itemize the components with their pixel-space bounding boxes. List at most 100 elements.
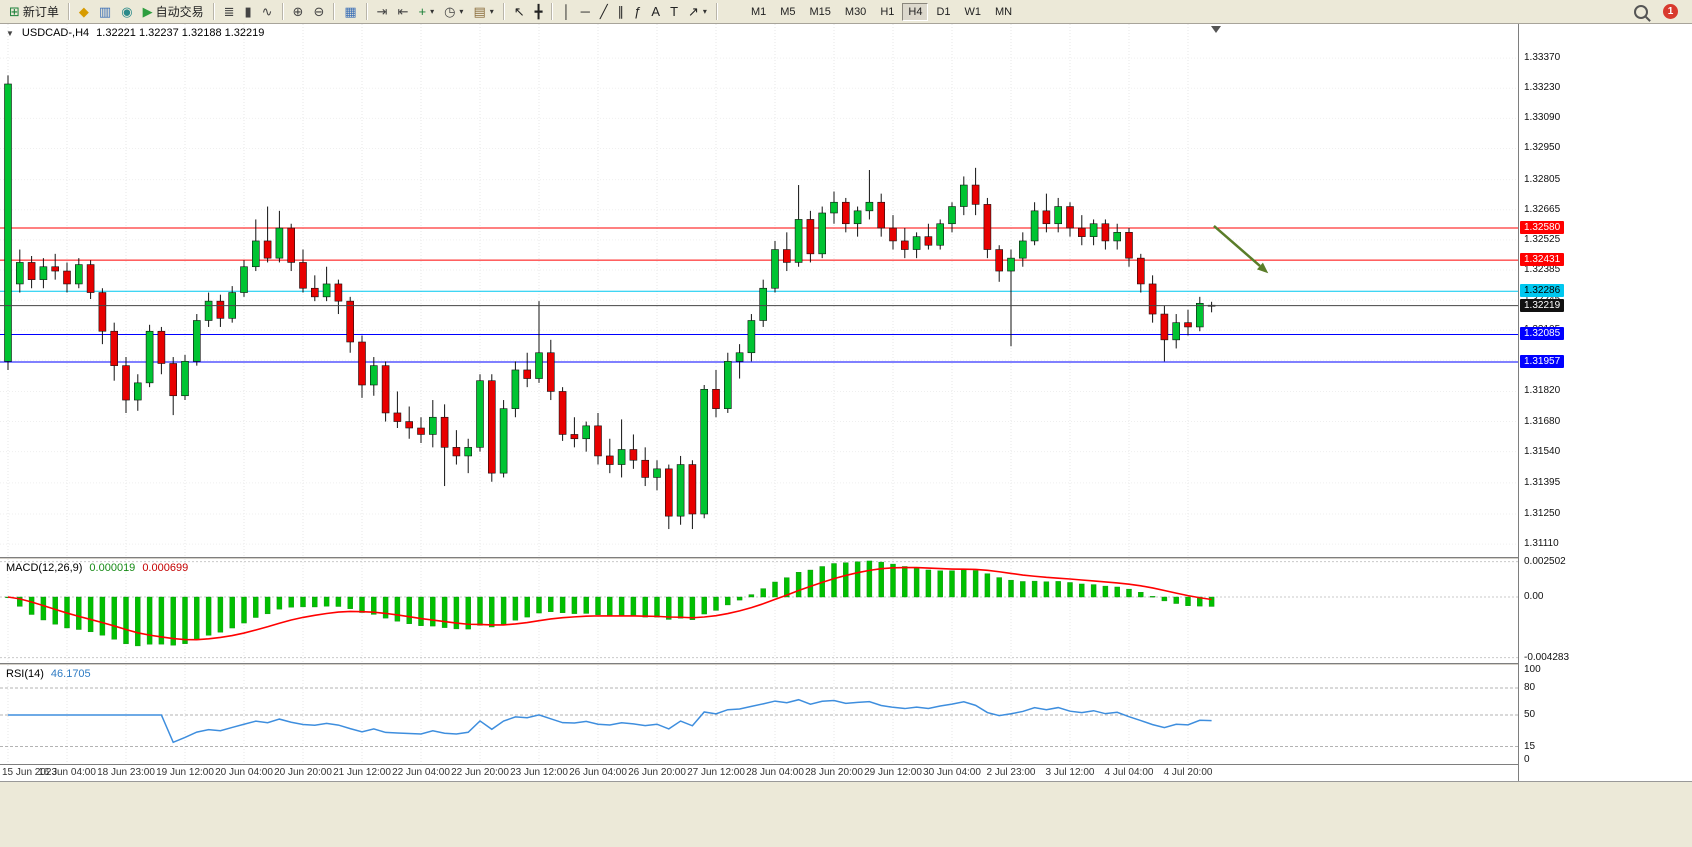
- vertical-line-button[interactable]: │: [558, 1, 574, 23]
- time-axis-label: 27 Jun 12:00: [687, 767, 745, 778]
- axis-tick: 1.32525: [1524, 233, 1561, 245]
- toolbar-separator: [715, 3, 718, 20]
- data-window-icon: ▥: [98, 3, 112, 19]
- line-chart-icon: ∿: [261, 3, 273, 19]
- bid-price-label: 1.32219: [1520, 298, 1565, 312]
- timeframe-h4[interactable]: H4: [902, 2, 929, 21]
- price-line-label: 1.31957: [1520, 354, 1565, 368]
- axis-tick: 100: [1524, 664, 1541, 675]
- panel-splitter[interactable]: [0, 663, 1692, 665]
- axis-tick: 1.31250: [1524, 507, 1561, 519]
- axis-tick: 1.31395: [1524, 476, 1561, 488]
- bars-chart-button[interactable]: ≣: [220, 1, 239, 23]
- trend-arrow-object[interactable]: [1213, 224, 1269, 274]
- tile-windows-icon: ▦: [344, 3, 357, 19]
- candles-chart-icon: ▮: [244, 3, 252, 19]
- zoom-out-button[interactable]: ⊖: [309, 1, 328, 23]
- time-axis-label: 22 Jun 04:00: [392, 767, 450, 778]
- timeframe-m15[interactable]: M15: [809, 5, 831, 18]
- rsi-panel[interactable]: [0, 665, 1518, 764]
- axis-tick: 80: [1524, 682, 1536, 693]
- auto-scroll-button[interactable]: ⇥: [373, 1, 392, 23]
- timeframe-h1[interactable]: H1: [880, 5, 895, 18]
- dropdown-caret-icon: ▾: [430, 7, 435, 16]
- price-axis[interactable]: 1.33370 1.33230 1.33090 1.32950 1.32805 1.326…: [1518, 24, 1692, 781]
- fibonacci-button[interactable]: ƒ: [630, 1, 645, 23]
- zoom-in-button[interactable]: ⊕: [289, 1, 308, 23]
- new-order-icon: ⊞: [9, 3, 20, 19]
- time-axis-label: 3 Jul 12:00: [1045, 767, 1095, 778]
- templates-button[interactable]: ▤ ▾: [469, 1, 497, 23]
- navigator-button[interactable]: ◉: [117, 1, 136, 23]
- new-order-button[interactable]: ⊞ 新订单: [5, 1, 63, 23]
- dropdown-caret-icon: ▾: [489, 7, 494, 16]
- chart-shift-marker[interactable]: [1211, 26, 1221, 33]
- channel-icon: ∥: [617, 3, 625, 19]
- indicators-button[interactable]: + ▾: [414, 1, 438, 23]
- timeframe-m5[interactable]: M5: [780, 5, 796, 18]
- axis-tick: 0.00: [1524, 591, 1544, 602]
- candles-chart-button[interactable]: ▮: [240, 1, 255, 23]
- time-axis-label: 20 Jun 20:00: [274, 767, 332, 778]
- macd-panel[interactable]: [0, 559, 1518, 663]
- time-axis-label: 30 Jun 04:00: [923, 767, 981, 778]
- panel-splitter[interactable]: [0, 557, 1692, 559]
- chart-shift-icon: ⇤: [397, 3, 409, 19]
- price-line-label: 1.32431: [1520, 253, 1565, 267]
- time-axis-label: 2 Jul 23:00: [986, 767, 1036, 778]
- market-watch-icon: ◆: [78, 3, 89, 19]
- label-button[interactable]: T: [666, 1, 682, 23]
- periods-icon: ◷: [444, 3, 456, 19]
- window-bottom-area: [0, 781, 1692, 847]
- main-price-chart[interactable]: [0, 24, 1518, 557]
- toolbar-separator: [212, 3, 215, 20]
- auto-trading-button[interactable]: ▶ 自动交易: [139, 1, 208, 23]
- arrows-button[interactable]: ↗ ▾: [684, 1, 711, 23]
- market-watch-button[interactable]: ◆: [75, 1, 93, 23]
- axis-tick: 1.31540: [1524, 445, 1561, 457]
- timeframe-w1[interactable]: W1: [964, 5, 982, 18]
- tile-windows-button[interactable]: ▦: [340, 1, 360, 23]
- periods-button[interactable]: ◷ ▾: [440, 1, 467, 23]
- axis-tick: 0.002502: [1524, 555, 1566, 567]
- toolbar-right: 1: [1629, 1, 1688, 23]
- fibonacci-icon: ƒ: [634, 3, 642, 19]
- axis-tick: 1.31110: [1524, 538, 1559, 550]
- trendline-button[interactable]: ╱: [596, 1, 612, 23]
- crosshair-button[interactable]: ╋: [531, 1, 547, 23]
- horizontal-line-button[interactable]: ─: [577, 1, 594, 23]
- time-axis[interactable]: 15 Jun 2023 16 Jun 04:00 18 Jun 23:00 19 Ju…: [0, 764, 1518, 782]
- chart-shift-button[interactable]: ⇤: [394, 1, 413, 23]
- time-axis-label: 16 Jun 04:00: [38, 767, 96, 778]
- axis-tick: 1.33090: [1524, 112, 1561, 124]
- chart-window: 15 Jun 2023 16 Jun 04:00 18 Jun 23:00 19 Ju…: [0, 24, 1692, 782]
- time-axis-label: 20 Jun 04:00: [215, 767, 273, 778]
- line-chart-button[interactable]: ∿: [258, 1, 277, 23]
- vertical-line-icon: │: [562, 3, 571, 19]
- dropdown-caret-icon: ▾: [459, 7, 464, 16]
- timeframe-d1[interactable]: D1: [936, 5, 951, 18]
- search-button[interactable]: [1630, 1, 1652, 23]
- time-axis-label: 22 Jun 20:00: [451, 767, 509, 778]
- label-icon: T: [670, 3, 679, 19]
- text-button[interactable]: A: [647, 1, 664, 23]
- timeframe-m30[interactable]: M30: [844, 5, 867, 18]
- time-axis-label: 28 Jun 04:00: [746, 767, 804, 778]
- notification-badge[interactable]: 1: [1663, 4, 1678, 19]
- search-icon: [1634, 4, 1648, 19]
- axis-tick: 1.33230: [1524, 82, 1561, 94]
- data-window-button[interactable]: ▥: [95, 1, 115, 23]
- timeframe-mn[interactable]: MN: [995, 5, 1013, 18]
- channel-button[interactable]: ∥: [614, 1, 629, 23]
- toolbar: ⊞ 新订单 ◆ ▥ ◉ ▶ 自动交易 ≣ ▮ ∿ ⊕ ⊖ ▦ ⇥ ⇤ + ▾ ◷ ▾ ▤ ▾ ↖ ╋ │ ─ ╱ ∥ ƒ A T ↗ ▾ M1 M…: [0, 0, 1692, 24]
- time-axis-label: 4 Jul 20:00: [1163, 767, 1213, 778]
- axis-tick: 1.32805: [1524, 173, 1561, 185]
- toolbar-buttons: ⊞ 新订单 ◆ ▥ ◉ ▶ 自动交易 ≣ ▮ ∿ ⊕ ⊖ ▦ ⇥ ⇤ + ▾ ◷ ▾ ▤ ▾ ↖ ╋ │ ─ ╱ ∥ ƒ A T ↗ ▾ M1 M…: [4, 1, 1019, 23]
- timeframe-m1[interactable]: M1: [750, 5, 767, 18]
- cursor-icon: ↖: [513, 3, 525, 19]
- candles: [4, 75, 1216, 530]
- axis-tick: 1.31680: [1524, 415, 1561, 427]
- axis-tick: 1.32385: [1524, 263, 1561, 275]
- one-click-trading-toggle[interactable]: ▼: [6, 28, 14, 38]
- cursor-button[interactable]: ↖: [510, 1, 529, 23]
